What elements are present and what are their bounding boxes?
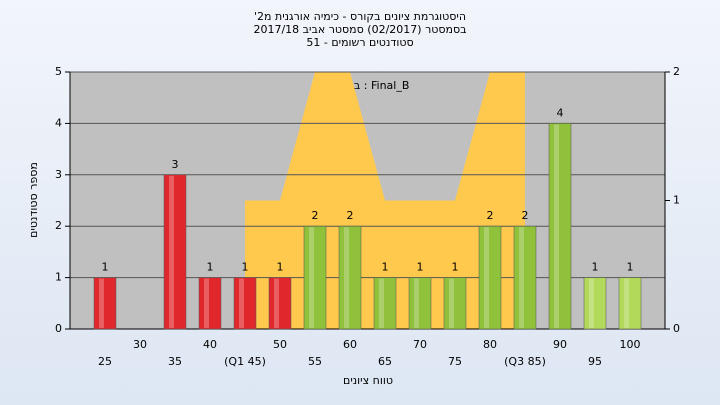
x-tick-label: 50 <box>273 338 287 351</box>
x-tick-label: 100 <box>620 338 641 351</box>
bar <box>163 174 187 330</box>
value-label: 3 <box>172 158 179 171</box>
x-tick-label: 60 <box>343 338 357 351</box>
y-tick-label: 4 <box>55 116 62 129</box>
x-tick-label: 95 <box>588 355 602 368</box>
bar <box>443 277 467 330</box>
x-tick-label: 25 <box>98 355 112 368</box>
x-tick-label: 65 <box>378 355 392 368</box>
value-label: 4 <box>557 106 564 119</box>
value-label: 1 <box>382 261 389 274</box>
bar-shine <box>519 227 524 328</box>
bar-shine <box>344 227 349 328</box>
value-label: 2 <box>347 209 354 222</box>
x-tick-label: 75 <box>448 355 462 368</box>
y2-tick-label: 0 <box>673 322 680 335</box>
y-tick-label: 0 <box>55 322 62 335</box>
x-tick-label: 35 <box>168 355 182 368</box>
bar <box>478 225 502 330</box>
y-tick-label: 3 <box>55 168 62 181</box>
bar <box>268 277 292 330</box>
bar-shine <box>449 278 454 328</box>
x-tick-label: (Q3 85) <box>504 355 546 368</box>
bar-shine <box>414 278 419 328</box>
bar-shine <box>274 278 279 328</box>
x-tick-label: 30 <box>133 338 147 351</box>
y-tick-label: 1 <box>55 271 62 284</box>
x-tick-label: 80 <box>483 338 497 351</box>
bar <box>373 277 397 330</box>
value-label: 1 <box>277 261 284 274</box>
bar-shine <box>169 175 174 328</box>
y-tick-label: 5 <box>55 65 62 78</box>
value-label: 2 <box>487 209 494 222</box>
value-label: 2 <box>522 209 529 222</box>
bar-shine <box>624 278 629 328</box>
bar-shine <box>379 278 384 328</box>
y2-tick-label: 1 <box>673 194 680 207</box>
bar <box>233 277 257 330</box>
bar-shine <box>239 278 244 328</box>
chart-subtitle: בסמסטר (02/2017) סמסטר אביב 2017/18 <box>253 23 466 36</box>
value-label: 1 <box>627 261 634 274</box>
value-label: 2 <box>312 209 319 222</box>
bar <box>303 225 327 330</box>
bar <box>198 277 222 330</box>
value-label: 1 <box>452 261 459 274</box>
bar-shine <box>554 124 559 329</box>
x-tick-label: 55 <box>308 355 322 368</box>
value-label: 1 <box>207 261 214 274</box>
bar <box>408 277 432 330</box>
bar-shine <box>309 227 314 328</box>
x-tick-label: 40 <box>203 338 217 351</box>
chart-subtitle: סטודנטים רשומים - 51 <box>306 36 413 49</box>
bar-shine <box>204 278 209 328</box>
value-label: 1 <box>242 261 249 274</box>
bar-shine <box>99 278 104 328</box>
value-label: 1 <box>592 261 599 274</box>
bar <box>618 277 642 330</box>
y-tick-label: 2 <box>55 219 62 232</box>
x-tick-label: 70 <box>413 338 427 351</box>
y-axis-label: מספר סטודנטים <box>27 162 40 238</box>
bar-shine <box>589 278 594 328</box>
x-axis-label: טווח ציונים <box>343 374 393 387</box>
bar-shine <box>484 227 489 328</box>
bar <box>513 225 537 330</box>
bar <box>548 123 572 330</box>
value-label: 1 <box>102 261 109 274</box>
bar <box>93 277 117 330</box>
chart-title: היסטוגרמת ציונים בקורס - כימיה אורגנית מ… <box>254 10 466 23</box>
bar <box>583 277 607 330</box>
y2-tick-label: 2 <box>673 65 680 78</box>
bar <box>338 225 362 330</box>
x-tick-label: (Q1 45) <box>224 355 266 368</box>
value-label: 1 <box>417 261 424 274</box>
x-tick-label: 90 <box>553 338 567 351</box>
